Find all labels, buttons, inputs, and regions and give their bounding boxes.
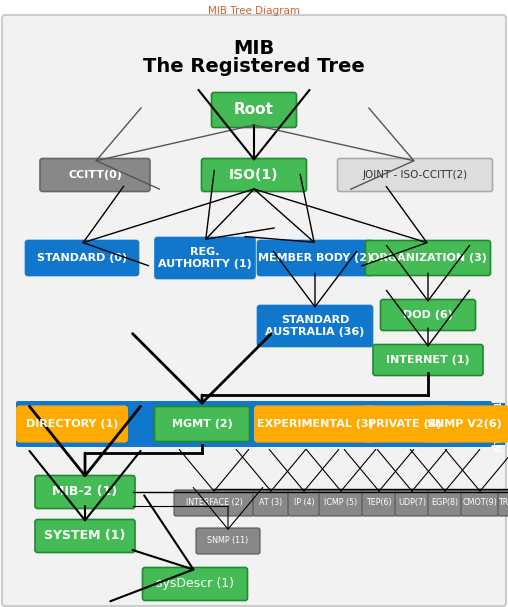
Text: SNMP V2(6): SNMP V2(6)	[427, 419, 501, 429]
Text: MGMT (2): MGMT (2)	[172, 419, 232, 429]
Text: INTERFACE (2): INTERFACE (2)	[185, 498, 242, 507]
Text: UDP(7): UDP(7)	[398, 498, 426, 507]
FancyBboxPatch shape	[461, 490, 499, 516]
FancyBboxPatch shape	[362, 407, 449, 441]
FancyBboxPatch shape	[337, 158, 492, 191]
Text: CMOT(9): CMOT(9)	[463, 498, 497, 507]
Text: MIB: MIB	[233, 38, 275, 58]
Text: DIRECTORY (1): DIRECTORY (1)	[26, 419, 118, 429]
FancyBboxPatch shape	[365, 240, 491, 276]
FancyBboxPatch shape	[362, 490, 396, 516]
Text: AT (3): AT (3)	[260, 498, 282, 507]
FancyBboxPatch shape	[25, 240, 139, 276]
FancyBboxPatch shape	[196, 528, 260, 554]
FancyBboxPatch shape	[421, 407, 507, 441]
Text: ORGANIZATION (3): ORGANIZATION (3)	[369, 253, 487, 263]
Text: STANDARD (0): STANDARD (0)	[37, 253, 127, 263]
FancyBboxPatch shape	[498, 490, 508, 516]
FancyBboxPatch shape	[428, 490, 462, 516]
Text: MGMT (2): MGMT (2)	[172, 419, 232, 429]
FancyBboxPatch shape	[35, 475, 135, 509]
Text: REG.
AUTHORITY (1): REG. AUTHORITY (1)	[158, 247, 252, 269]
FancyBboxPatch shape	[380, 299, 475, 330]
FancyBboxPatch shape	[288, 490, 320, 516]
Text: TEP(6): TEP(6)	[366, 498, 392, 507]
FancyBboxPatch shape	[395, 490, 429, 516]
Text: MIB-2 (1): MIB-2 (1)	[52, 486, 117, 498]
FancyBboxPatch shape	[17, 407, 127, 441]
Text: SNMP V2(6): SNMP V2(6)	[433, 419, 507, 429]
Text: SYSTEM (1): SYSTEM (1)	[44, 529, 125, 543]
Text: SNMP (11): SNMP (11)	[207, 537, 248, 546]
FancyBboxPatch shape	[258, 305, 372, 347]
Text: JOINT - ISO-CCITT(2): JOINT - ISO-CCITT(2)	[362, 170, 467, 180]
FancyBboxPatch shape	[16, 401, 492, 447]
Text: MIB Tree Diagram: MIB Tree Diagram	[208, 6, 300, 16]
Text: The Registered Tree: The Registered Tree	[143, 58, 365, 76]
FancyBboxPatch shape	[492, 403, 505, 445]
Text: DOD (6): DOD (6)	[403, 310, 453, 320]
Text: STANDARD
AUSTRALIA (36): STANDARD AUSTRALIA (36)	[265, 315, 365, 337]
Text: ISO(1): ISO(1)	[229, 168, 279, 182]
FancyBboxPatch shape	[154, 407, 249, 441]
Text: EXPERIMENTAL (3): EXPERIMENTAL (3)	[257, 419, 373, 429]
Text: PRIVATE (4): PRIVATE (4)	[373, 419, 447, 429]
FancyBboxPatch shape	[365, 407, 455, 441]
FancyBboxPatch shape	[143, 568, 247, 600]
Text: ICMP (5): ICMP (5)	[325, 498, 358, 507]
Text: sysDescr (1): sysDescr (1)	[156, 577, 234, 591]
FancyBboxPatch shape	[202, 158, 306, 191]
Text: MEMBER BODY (2): MEMBER BODY (2)	[258, 253, 372, 263]
FancyBboxPatch shape	[211, 92, 297, 127]
FancyBboxPatch shape	[258, 240, 372, 276]
Text: PRIVATE (4): PRIVATE (4)	[368, 419, 442, 429]
FancyBboxPatch shape	[2, 15, 506, 606]
Text: EGP(8): EGP(8)	[431, 498, 459, 507]
Text: INTERNET(1): INTERNET(1)	[494, 396, 503, 452]
Text: CCITT(0): CCITT(0)	[68, 170, 122, 180]
Text: IP (4): IP (4)	[294, 498, 314, 507]
FancyBboxPatch shape	[35, 520, 135, 552]
FancyBboxPatch shape	[253, 490, 289, 516]
FancyBboxPatch shape	[174, 490, 254, 516]
FancyBboxPatch shape	[425, 407, 508, 441]
FancyBboxPatch shape	[155, 237, 255, 279]
FancyBboxPatch shape	[319, 490, 363, 516]
FancyBboxPatch shape	[255, 407, 375, 441]
Text: INTERNET (1): INTERNET (1)	[386, 355, 470, 365]
Text: Root: Root	[234, 103, 274, 118]
FancyBboxPatch shape	[373, 345, 483, 376]
Text: DIRECTORY (1): DIRECTORY (1)	[26, 419, 118, 429]
FancyBboxPatch shape	[40, 158, 150, 191]
FancyBboxPatch shape	[255, 407, 375, 441]
FancyBboxPatch shape	[154, 407, 249, 441]
FancyBboxPatch shape	[17, 407, 127, 441]
Text: TRANSMISSION(10): TRANSMISSION(10)	[498, 498, 508, 507]
Text: EXPERIMENTAL (3): EXPERIMENTAL (3)	[257, 419, 373, 429]
